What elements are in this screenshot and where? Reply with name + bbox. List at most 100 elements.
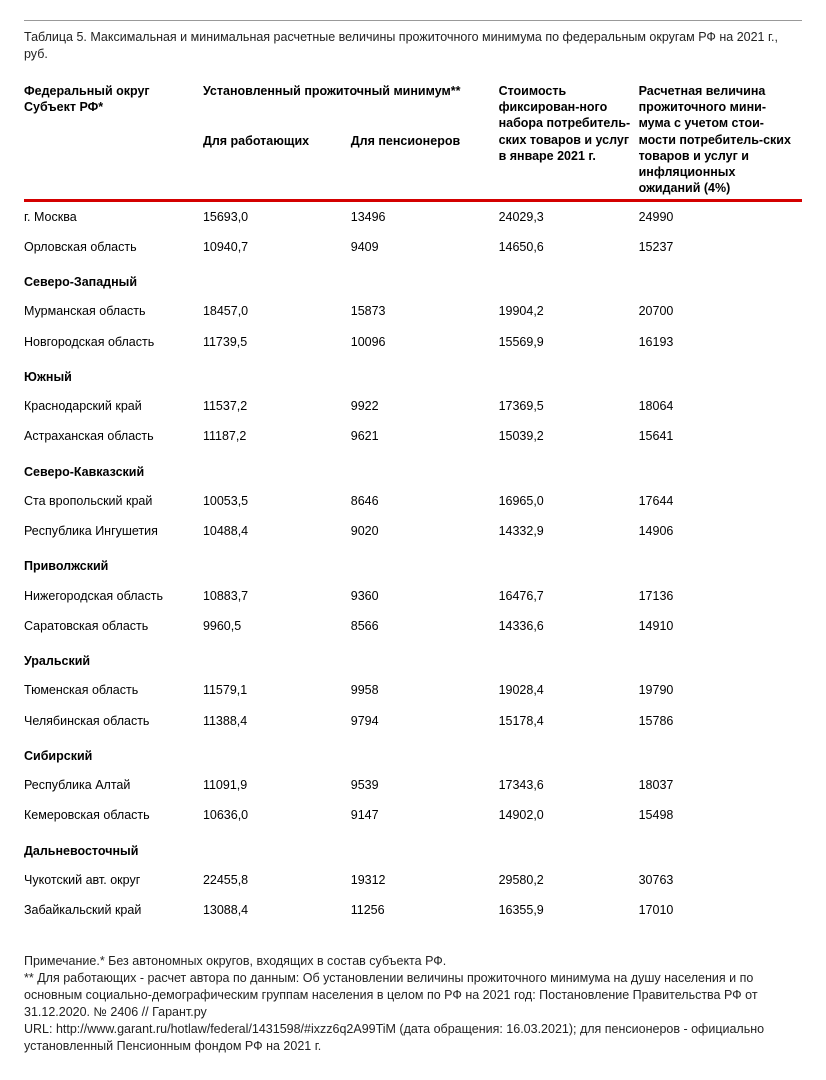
group-label: Приволжский	[24, 546, 802, 580]
footnotes: Примечание.* Без автономных округов, вхо…	[24, 953, 802, 1054]
cell: 11256	[351, 895, 499, 925]
group-label: Северо-Западный	[24, 262, 802, 296]
col-header-workers: Для работающих	[203, 123, 351, 199]
cell: Нижегородская область	[24, 581, 203, 611]
cell: 11388,4	[203, 706, 351, 736]
cell: 17369,5	[499, 391, 639, 421]
table-header: Федеральный округ Субъект РФ* Установлен…	[24, 81, 802, 200]
table-row: Орловская область10940,7940914650,615237	[24, 232, 802, 262]
col-header-minimum: Установленный прожиточный минимум**	[203, 81, 499, 123]
cell: 11091,9	[203, 770, 351, 800]
cell: 15873	[351, 296, 499, 326]
table-row: Саратовская область9960,5856614336,61491…	[24, 611, 802, 641]
cell: 11537,2	[203, 391, 351, 421]
cell: г. Москва	[24, 200, 203, 232]
cell: 14906	[639, 516, 802, 546]
cell: Саратовская область	[24, 611, 203, 641]
cell: 19028,4	[499, 675, 639, 705]
cell: 18457,0	[203, 296, 351, 326]
table-row: Астраханская область11187,2962115039,215…	[24, 421, 802, 451]
cell: 11187,2	[203, 421, 351, 451]
cell: 9539	[351, 770, 499, 800]
cell: 30763	[639, 865, 802, 895]
cell: Чукотский авт. округ	[24, 865, 203, 895]
cell: 14336,6	[499, 611, 639, 641]
cell: 10883,7	[203, 581, 351, 611]
cell: 15237	[639, 232, 802, 262]
table-row: Ста вропольский край10053,5864616965,017…	[24, 486, 802, 516]
cell: Ста вропольский край	[24, 486, 203, 516]
cell: 15786	[639, 706, 802, 736]
cell: 18037	[639, 770, 802, 800]
cell: 22455,8	[203, 865, 351, 895]
cell: 9147	[351, 800, 499, 830]
cell: 14650,6	[499, 232, 639, 262]
table-row: Тюменская область11579,1995819028,419790	[24, 675, 802, 705]
group-label: Южный	[24, 357, 802, 391]
table-row: Северо-Кавказский	[24, 452, 802, 486]
cell: 9960,5	[203, 611, 351, 641]
cell: Республика Ингушетия	[24, 516, 203, 546]
table-row: Республика Ингушетия10488,4902014332,914…	[24, 516, 802, 546]
cell: 14902,0	[499, 800, 639, 830]
cell: 17136	[639, 581, 802, 611]
table-row: Приволжский	[24, 546, 802, 580]
group-label: Уральский	[24, 641, 802, 675]
cell: 20700	[639, 296, 802, 326]
cell: 9020	[351, 516, 499, 546]
cell: 9794	[351, 706, 499, 736]
data-table: Федеральный округ Субъект РФ* Установлен…	[24, 81, 802, 926]
cell: 9621	[351, 421, 499, 451]
group-label: Сибирский	[24, 736, 802, 770]
table-row: Северо-Западный	[24, 262, 802, 296]
cell: 15641	[639, 421, 802, 451]
cell: 8566	[351, 611, 499, 641]
cell: 16965,0	[499, 486, 639, 516]
table-row: Новгородская область11739,51009615569,91…	[24, 327, 802, 357]
cell: 14910	[639, 611, 802, 641]
group-label: Северо-Кавказский	[24, 452, 802, 486]
cell: 9958	[351, 675, 499, 705]
col-header-pensioners: Для пенсионеров	[351, 123, 499, 199]
cell: Мурманская область	[24, 296, 203, 326]
footnote-2: ** Для работающих - расчет автора по дан…	[24, 970, 802, 1021]
table-row: Забайкальский край13088,41125616355,9170…	[24, 895, 802, 925]
col-header-cost: Стоимость фиксирован-ного набора потреби…	[499, 81, 639, 199]
cell: 9409	[351, 232, 499, 262]
cell: 11739,5	[203, 327, 351, 357]
cell: 29580,2	[499, 865, 639, 895]
cell: 16193	[639, 327, 802, 357]
table-row: Кемеровская область10636,0914714902,0154…	[24, 800, 802, 830]
cell: 8646	[351, 486, 499, 516]
cell: 15178,4	[499, 706, 639, 736]
group-label: Дальневосточный	[24, 831, 802, 865]
table-row: Дальневосточный	[24, 831, 802, 865]
footnote-1: Примечание.* Без автономных округов, вхо…	[24, 953, 802, 970]
cell: Забайкальский край	[24, 895, 203, 925]
cell: 13088,4	[203, 895, 351, 925]
cell: 17010	[639, 895, 802, 925]
table-row: Республика Алтай11091,9953917343,618037	[24, 770, 802, 800]
cell: 18064	[639, 391, 802, 421]
table-row: Нижегородская область10883,7936016476,71…	[24, 581, 802, 611]
cell: 10940,7	[203, 232, 351, 262]
cell: 11579,1	[203, 675, 351, 705]
cell: 19790	[639, 675, 802, 705]
table-row: г. Москва15693,01349624029,324990	[24, 200, 802, 232]
cell: 15039,2	[499, 421, 639, 451]
cell: Астраханская область	[24, 421, 203, 451]
cell: 16476,7	[499, 581, 639, 611]
table-row: Южный	[24, 357, 802, 391]
col-header-region-l1: Федеральный округ	[24, 84, 150, 98]
cell: 19312	[351, 865, 499, 895]
table-body: г. Москва15693,01349624029,324990Орловск…	[24, 200, 802, 925]
cell: 19904,2	[499, 296, 639, 326]
cell: 13496	[351, 200, 499, 232]
table-row: Чукотский авт. округ22455,81931229580,23…	[24, 865, 802, 895]
cell: Новгородская область	[24, 327, 203, 357]
cell: 15498	[639, 800, 802, 830]
table-row: Челябинская область11388,4979415178,4157…	[24, 706, 802, 736]
cell: 24029,3	[499, 200, 639, 232]
cell: 14332,9	[499, 516, 639, 546]
table-row: Краснодарский край11537,2992217369,51806…	[24, 391, 802, 421]
